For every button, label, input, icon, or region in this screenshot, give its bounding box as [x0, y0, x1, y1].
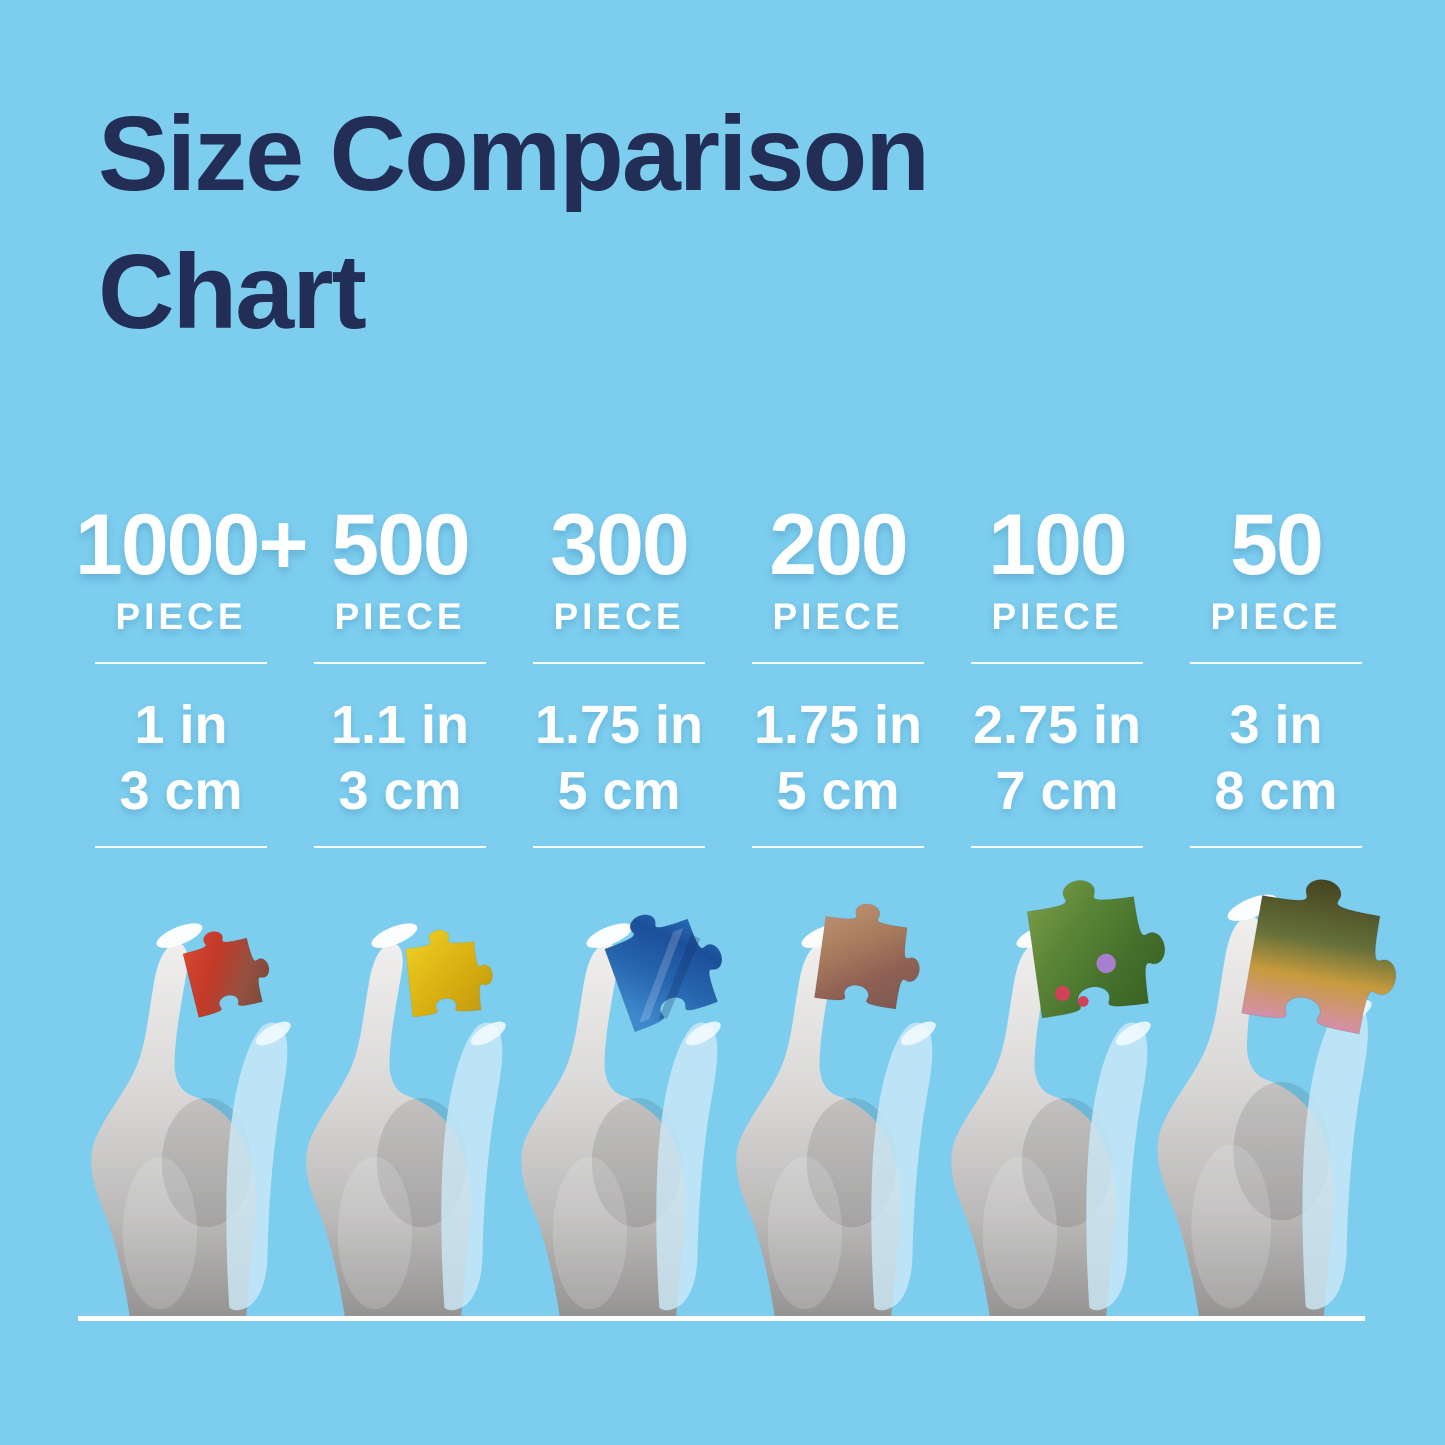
- size-centimeters: 8 cm: [1214, 761, 1338, 821]
- hand-highlight: [982, 1156, 1058, 1310]
- size-inches: 3 in: [1229, 695, 1323, 755]
- ghost-fingernail: [685, 1021, 721, 1046]
- hand-highlight: [767, 1156, 843, 1310]
- puzzle-piece-shape: [813, 903, 920, 1010]
- hand-illustration-4: [736, 923, 936, 1321]
- page-title: Size Comparison Chart: [98, 86, 930, 362]
- size-inches: 1.75 in: [753, 695, 923, 755]
- puzzle-piece-icon-50: [1240, 879, 1397, 1035]
- title-line-1: Size Comparison: [98, 95, 930, 213]
- flower-accent: [1055, 985, 1071, 1001]
- puzzle-piece-icon-300: [604, 914, 723, 1033]
- puzzle-piece-icon-200: [813, 903, 920, 1010]
- hand-highlight: [337, 1156, 413, 1310]
- piece-count: 1000+: [75, 497, 309, 593]
- hand-silhouette: [1157, 915, 1334, 1321]
- divider-line: [533, 846, 705, 848]
- divider-line: [95, 662, 267, 664]
- piece-count: 300: [550, 497, 690, 593]
- piece-count: 500: [331, 497, 471, 593]
- piece-label: PIECE: [334, 596, 466, 637]
- hand-highlight: [1191, 1144, 1272, 1309]
- puzzle-piece-shape: [604, 914, 723, 1033]
- fingernail: [371, 923, 418, 948]
- piece-count: 200: [769, 497, 909, 593]
- puzzle-piece-shape: [1240, 879, 1397, 1035]
- hand-illustration-2: [306, 923, 506, 1321]
- hand-silhouette: [951, 943, 1116, 1321]
- ghost-finger: [871, 1022, 933, 1311]
- hand-highlight: [552, 1156, 628, 1310]
- fingernail: [156, 923, 203, 948]
- puzzle-piece-shape: [1026, 879, 1166, 1019]
- hand-illustration-3: [521, 923, 721, 1321]
- ghost-finger: [656, 1022, 718, 1311]
- piece-label: PIECE: [553, 596, 685, 637]
- ghost-fingernail: [470, 1021, 506, 1046]
- puzzle-piece-shape: [405, 929, 493, 1018]
- divider-line: [752, 846, 924, 848]
- size-inches: 1.75 in: [534, 695, 704, 755]
- size-column-100-piece: 100 PIECE 2.75 in 7 cm: [951, 500, 1163, 848]
- flower-accent: [1096, 953, 1116, 974]
- puzzle-piece-icon-500: [405, 929, 493, 1018]
- size-inches: 1.1 in: [330, 695, 470, 755]
- size-column-50-piece: 50 PIECE 3 in 8 cm: [1170, 500, 1382, 848]
- piece-label: PIECE: [115, 596, 247, 637]
- piece-label: PIECE: [772, 596, 904, 637]
- hand-silhouette: [736, 943, 901, 1321]
- size-inches: 1 in: [134, 695, 228, 755]
- fingernail: [586, 923, 633, 948]
- hand-illustration-1: [91, 923, 291, 1321]
- baseline-rule: [78, 1316, 1365, 1321]
- hand-highlight: [122, 1156, 198, 1310]
- divider-line: [533, 662, 705, 664]
- ghost-finger: [441, 1022, 503, 1311]
- size-column-500-piece: 500 PIECE 1.1 in 3 cm: [294, 500, 506, 848]
- flower-accent: [1077, 996, 1089, 1007]
- divider-line: [971, 846, 1143, 848]
- ghost-finger: [1302, 1000, 1368, 1310]
- hand-silhouette: [306, 943, 471, 1321]
- size-centimeters: 3 cm: [119, 761, 243, 821]
- ghost-fingernail: [255, 1021, 291, 1046]
- puzzle-piece-stripe: [658, 934, 701, 1020]
- ghost-finger: [226, 1022, 288, 1311]
- title-line-2: Chart: [98, 232, 367, 351]
- divider-line: [314, 846, 486, 848]
- piece-count: 100: [988, 497, 1128, 593]
- size-column-300-piece: 300 PIECE 1.75 in 5 cm: [513, 500, 725, 848]
- divider-line: [971, 662, 1143, 664]
- ghost-fingernail: [1115, 1021, 1151, 1046]
- size-column-200-piece: 200 PIECE 1.75 in 5 cm: [732, 500, 944, 848]
- size-comparison-columns: 1000+ PIECE 1 in 3 cm 500 PIECE 1.1 in 3…: [75, 500, 1382, 848]
- ghost-finger: [1086, 1022, 1148, 1311]
- size-centimeters: 7 cm: [995, 761, 1119, 821]
- ghost-fingernail: [900, 1021, 936, 1046]
- hand-silhouette: [521, 943, 686, 1321]
- size-column-1000-piece: 1000+ PIECE 1 in 3 cm: [75, 497, 309, 848]
- puzzle-piece-icon-1000: [182, 931, 270, 1018]
- hand-illustration-6: [1157, 894, 1372, 1321]
- piece-label: PIECE: [1210, 596, 1342, 637]
- puzzle-piece-stripe: [639, 928, 684, 1023]
- size-centimeters: 5 cm: [557, 761, 681, 821]
- size-centimeters: 5 cm: [776, 761, 900, 821]
- divider-line: [752, 662, 924, 664]
- size-inches: 2.75 in: [972, 695, 1142, 755]
- puzzle-piece-shape: [182, 931, 270, 1018]
- divider-line: [314, 662, 486, 664]
- divider-line: [1190, 662, 1362, 664]
- hand-silhouette: [91, 943, 256, 1321]
- divider-line: [1190, 846, 1362, 848]
- piece-count: 50: [1230, 497, 1324, 593]
- size-centimeters: 3 cm: [338, 761, 462, 821]
- piece-label: PIECE: [991, 596, 1123, 637]
- puzzle-piece-icon-100: [1026, 879, 1166, 1019]
- divider-line: [95, 846, 267, 848]
